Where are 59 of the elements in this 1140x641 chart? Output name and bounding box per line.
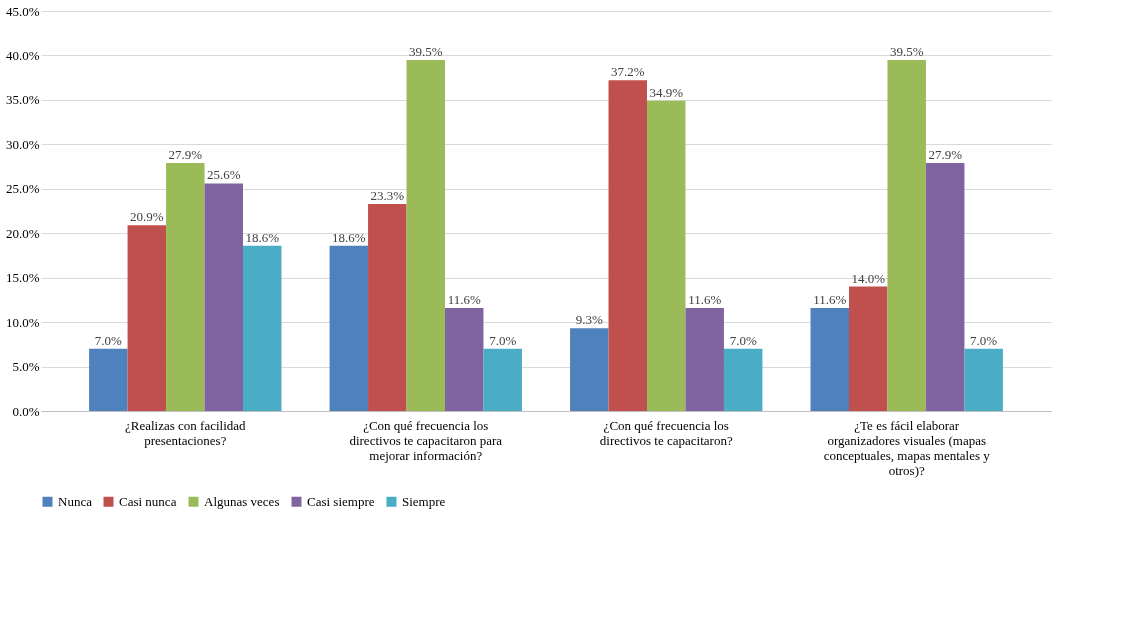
data-label: 20.9%	[130, 209, 164, 225]
data-label: 34.9%	[649, 84, 684, 100]
bar	[608, 80, 647, 411]
data-label: 39.5%	[408, 43, 443, 59]
y-tick-label: 15.0%	[5, 270, 40, 286]
bar	[723, 348, 763, 411]
bar	[89, 348, 128, 411]
legend-label: Casi siempre	[307, 493, 375, 509]
data-label: 39.5%	[889, 43, 924, 59]
legend-label: Algunas veces	[204, 493, 280, 509]
data-label: 7.0%	[94, 332, 123, 348]
data-label: 18.6%	[245, 229, 280, 245]
bar	[166, 163, 205, 411]
bar	[964, 348, 1003, 411]
data-label: 7.0%	[489, 332, 517, 348]
y-tick-label: 45.0%	[5, 3, 40, 19]
data-label: 37.2%	[610, 64, 645, 80]
bar	[483, 348, 522, 411]
bar	[925, 163, 965, 411]
bar	[810, 307, 849, 411]
bar	[887, 59, 926, 411]
y-tick-label: 25.0%	[5, 181, 40, 197]
data-label: 18.6%	[332, 229, 366, 245]
bar	[647, 100, 686, 411]
data-label: 9.3%	[575, 312, 603, 328]
bar	[406, 59, 445, 411]
x-tick-label: ¿Te es fácil elaborar organizadores visuales (mapas conceptuales, mapas mentales y otros)?	[823, 417, 991, 478]
legend-label: Siempre	[402, 493, 446, 509]
bar	[368, 203, 407, 411]
y-tick-label: 35.0%	[5, 92, 40, 108]
data-label: 27.9%	[168, 147, 203, 162]
data-label: 25.6%	[206, 167, 241, 183]
bar	[685, 307, 724, 411]
data-label: 11.6%	[447, 291, 481, 307]
bar	[445, 307, 484, 411]
bar	[127, 225, 167, 411]
bar	[329, 245, 369, 411]
x-tick-label: ¿Realizas con facilidad presentaciones?	[125, 417, 247, 448]
bar	[204, 183, 243, 411]
bar	[570, 328, 609, 411]
y-tick-label: 5.0%	[12, 359, 40, 375]
x-tick-label: ¿Con qué frecuencia los directivos te capacitaron para mejorar información?	[349, 417, 503, 463]
x-tick-label: ¿Con qué frecuencia los directivos te capacitaron?	[599, 417, 733, 448]
y-tick-label: 10.0%	[5, 314, 40, 330]
data-label: 7.0%	[729, 332, 757, 348]
legend-label: Casi nunca	[119, 493, 177, 509]
y-tick-label: 20.0%	[5, 225, 40, 241]
data-label: 11.6%	[813, 291, 847, 307]
bar	[243, 245, 282, 411]
y-tick-label: 30.0%	[5, 136, 40, 152]
data-label: 14.0%	[851, 270, 886, 286]
data-label: 7.0%	[970, 332, 998, 348]
data-label: 27.9%	[928, 147, 963, 162]
bar	[849, 286, 888, 411]
legend-label: Nunca	[58, 493, 93, 509]
data-label: 23.3%	[370, 187, 405, 203]
y-tick-label: 0.0%	[12, 403, 40, 419]
data-label: 11.6%	[688, 291, 722, 307]
y-tick-label: 40.0%	[5, 47, 40, 63]
